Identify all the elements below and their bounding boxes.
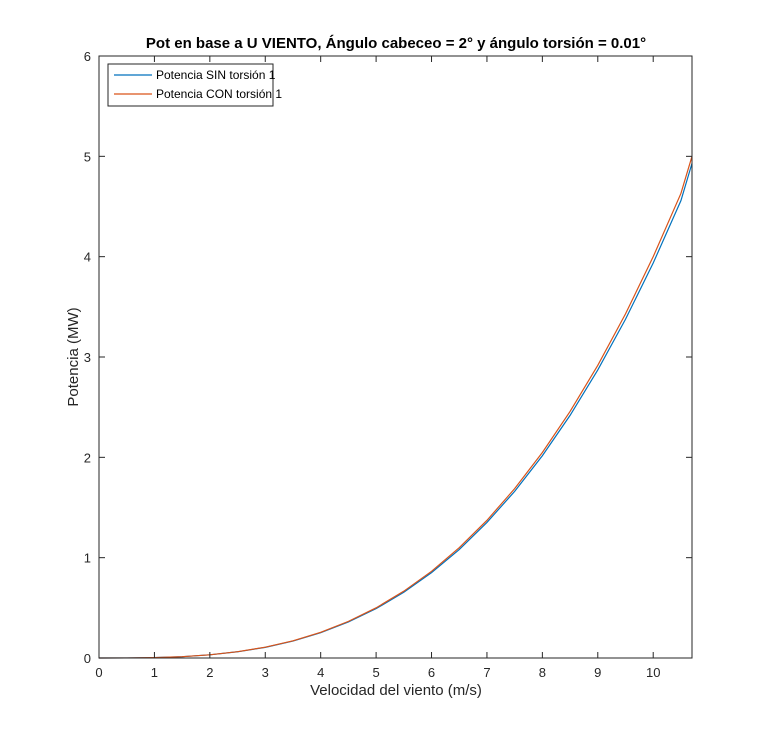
plot-area — [99, 56, 692, 658]
axis-ticks: 0 1 2 3 4 5 6 7 8 9 10 0 1 2 3 4 5 6 — [84, 49, 692, 680]
legend-entry-1: Potencia SIN torsión 1 — [156, 68, 276, 82]
x-tick-label: 7 — [483, 665, 490, 680]
y-tick-label: 1 — [84, 551, 91, 566]
y-tick-label: 4 — [84, 250, 91, 265]
y-tick-label: 0 — [84, 651, 91, 666]
x-tick-label: 4 — [317, 665, 324, 680]
x-tick-label: 2 — [206, 665, 213, 680]
x-tick-label: 0 — [95, 665, 102, 680]
y-axis-label: Potencia (MW) — [65, 307, 82, 406]
chart-title: Pot en base a U VIENTO, Ángulo cabeceo =… — [146, 35, 646, 52]
x-tick-label: 6 — [428, 665, 435, 680]
x-tick-label: 3 — [262, 665, 269, 680]
x-tick-label: 8 — [539, 665, 546, 680]
data-curves — [98, 156, 693, 659]
x-tick-label: 5 — [372, 665, 379, 680]
legend-entry-2: Potencia CON torsión 1 — [156, 87, 282, 101]
x-tick-label: 10 — [646, 665, 660, 680]
legend-box — [107, 63, 274, 107]
legend: Potencia SIN torsión 1 Potencia CON torsi… — [107, 63, 282, 107]
series-line-2 — [98, 156, 693, 659]
x-tick-label: 9 — [594, 665, 601, 680]
y-tick-label: 6 — [84, 49, 91, 64]
y-tick-label: 5 — [84, 149, 91, 164]
x-tick-label: 1 — [151, 665, 158, 680]
x-axis-label: Velocidad del viento (m/s) — [310, 682, 482, 699]
y-tick-label: 3 — [84, 350, 91, 365]
y-tick-label: 2 — [84, 450, 91, 465]
